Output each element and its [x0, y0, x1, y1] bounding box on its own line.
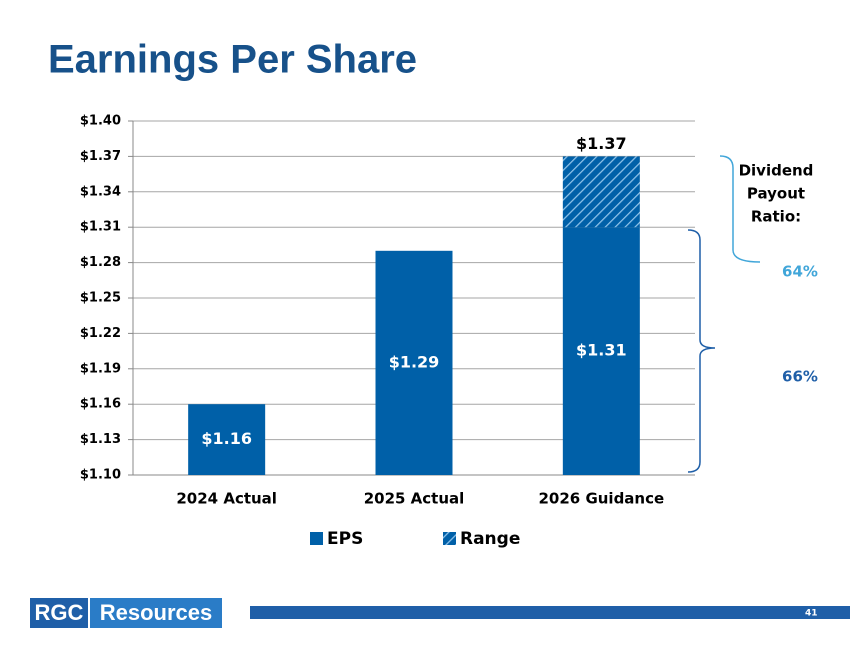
logo-text: Resources [100, 600, 213, 625]
bar-segment [562, 156, 640, 228]
data-label: $1.16 [201, 429, 252, 448]
side-heading: Dividend [739, 162, 814, 180]
data-label: $1.31 [576, 341, 627, 360]
y-tick-label: $1.16 [80, 397, 121, 412]
legend-swatch [310, 532, 323, 545]
chart-title: Earnings Per Share [48, 38, 417, 82]
y-tick-label: $1.40 [80, 114, 121, 129]
logo-text: RGC [35, 600, 84, 625]
y-tick-label: $1.34 [80, 184, 121, 199]
bar-segment [375, 250, 453, 475]
y-tick-label: $1.10 [80, 468, 121, 483]
bar-segment [562, 227, 640, 475]
bracket-dark [687, 229, 716, 473]
y-tick-label: $1.37 [80, 149, 121, 164]
data-label: $1.29 [389, 352, 440, 371]
y-tick-label: $1.31 [80, 220, 121, 235]
legend-label: EPS [327, 529, 363, 549]
y-tick-label: $1.13 [80, 432, 121, 447]
x-tick-label: 2026 Guidance [538, 490, 664, 508]
y-tick-label: $1.22 [80, 326, 121, 341]
bracket-light [719, 155, 761, 263]
y-tick-label: $1.25 [80, 291, 121, 306]
legend-swatch [443, 532, 456, 545]
side-heading: Payout [747, 185, 805, 203]
side-heading: Ratio: [751, 208, 801, 226]
side-value: 66% [782, 368, 818, 386]
footer-bar [250, 606, 850, 619]
logo-box [90, 598, 222, 628]
x-tick-label: 2025 Actual [364, 490, 465, 508]
annotation: $1.37 [576, 134, 627, 153]
bar-segment [188, 404, 266, 475]
logo-box [30, 598, 88, 628]
y-tick-label: $1.19 [80, 361, 121, 376]
legend-label: Range [460, 529, 520, 549]
x-tick-label: 2024 Actual [176, 490, 277, 508]
page-number: 41 [805, 609, 818, 619]
side-value: 64% [782, 263, 818, 281]
y-tick-label: $1.28 [80, 255, 121, 270]
